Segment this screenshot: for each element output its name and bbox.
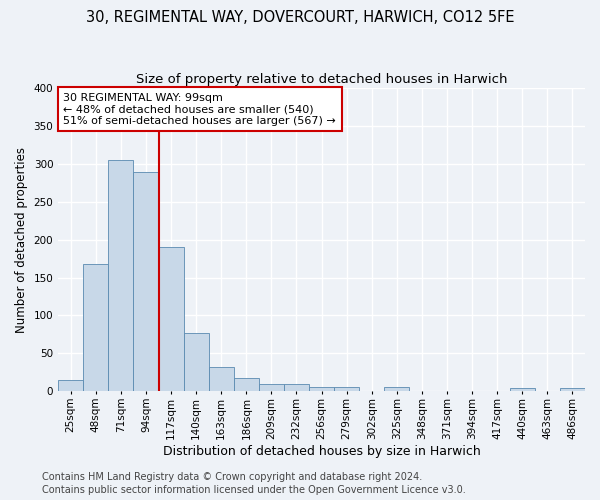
Bar <box>560 388 585 392</box>
Bar <box>133 172 158 392</box>
Text: Contains HM Land Registry data © Crown copyright and database right 2024.
Contai: Contains HM Land Registry data © Crown c… <box>42 472 466 495</box>
Bar <box>334 386 359 392</box>
Text: 30, REGIMENTAL WAY, DOVERCOURT, HARWICH, CO12 5FE: 30, REGIMENTAL WAY, DOVERCOURT, HARWICH,… <box>86 10 514 25</box>
X-axis label: Distribution of detached houses by size in Harwich: Distribution of detached houses by size … <box>163 444 481 458</box>
Bar <box>309 388 334 392</box>
Bar <box>234 378 259 392</box>
Bar <box>209 367 234 392</box>
Bar <box>259 384 284 392</box>
Bar <box>385 388 409 392</box>
Bar <box>284 384 309 392</box>
Bar <box>58 380 83 392</box>
Bar <box>83 264 109 392</box>
Bar <box>510 388 535 392</box>
Bar <box>158 247 184 392</box>
Title: Size of property relative to detached houses in Harwich: Size of property relative to detached ho… <box>136 72 508 86</box>
Y-axis label: Number of detached properties: Number of detached properties <box>15 146 28 332</box>
Bar <box>109 160 133 392</box>
Text: 30 REGIMENTAL WAY: 99sqm
← 48% of detached houses are smaller (540)
51% of semi-: 30 REGIMENTAL WAY: 99sqm ← 48% of detach… <box>64 92 336 126</box>
Bar <box>184 333 209 392</box>
